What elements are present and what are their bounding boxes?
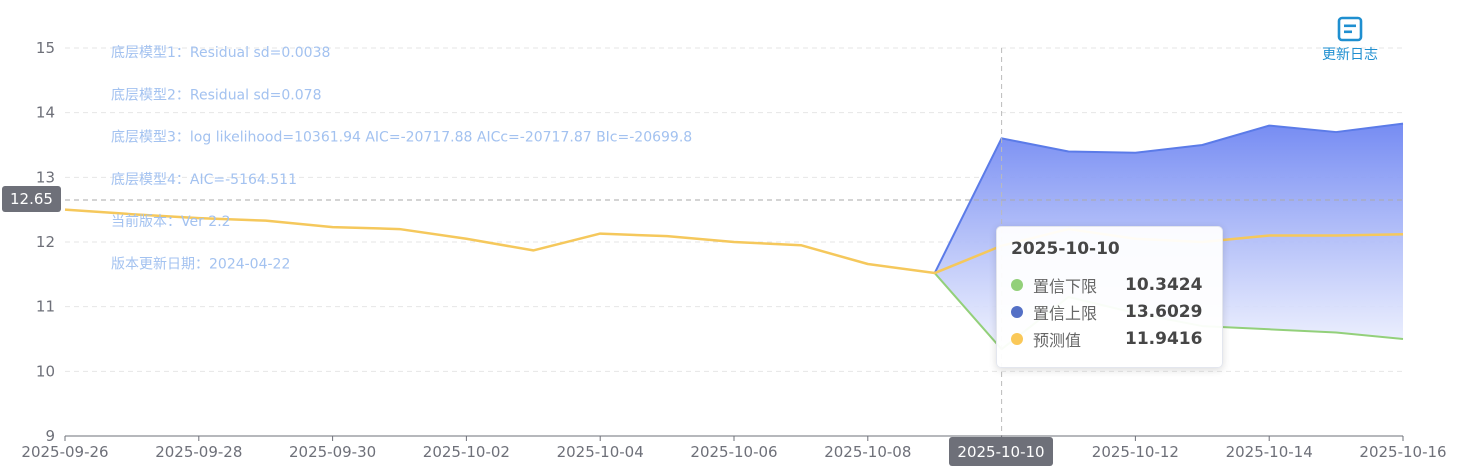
x-tick-label: 2025-10-06 <box>690 443 777 461</box>
x-tick-label: 2025-10-12 <box>1092 443 1179 461</box>
x-tick-label: 2025-10-16 <box>1359 443 1446 461</box>
x-tick-label: 2025-09-26 <box>21 443 108 461</box>
y-tick-label: 14 <box>36 104 55 122</box>
upper-bound-line <box>933 122 1404 274</box>
tooltip-title: 2025-10-10 <box>1011 239 1120 259</box>
lower-bound-dot <box>1011 278 1023 291</box>
tooltip-item-value: 13.6029 <box>1125 301 1203 322</box>
y-tick-label: 12 <box>36 233 55 251</box>
x-tick-label: 2025-10-02 <box>423 443 510 461</box>
tooltip-row-upper: 置信上限 13.6029 <box>1011 298 1208 325</box>
y-tick-label: 11 <box>36 298 55 316</box>
x-tick-label: 2025-09-28 <box>155 443 242 461</box>
y-tick-label: 10 <box>36 362 55 380</box>
y-tick-label: 9 <box>45 427 55 445</box>
changelog-button[interactable]: 更新日志 <box>1312 16 1388 64</box>
tooltip-item-name: 置信下限 <box>1033 276 1098 296</box>
tooltip-row-forecast: 预测值 11.9416 <box>1011 325 1208 352</box>
tooltip-item-name: 预测值 <box>1033 330 1082 350</box>
changelog-label: 更新日志 <box>1322 47 1378 63</box>
upper-bound-dot <box>1011 305 1023 318</box>
tooltip-item-value: 11.9416 <box>1125 328 1203 349</box>
x-tick-label: 2025-10-14 <box>1226 443 1313 461</box>
y-tick-label: 13 <box>36 168 55 186</box>
tooltip-row-lower: 置信下限 10.3424 <box>1011 271 1208 298</box>
tooltip-item-name: 置信上限 <box>1033 303 1098 323</box>
y-axis-pointer-label: 12.65 <box>2 186 61 212</box>
y-tick-label: 15 <box>36 39 55 57</box>
tooltip-item-value: 10.3424 <box>1125 274 1203 295</box>
x-tick-label: 2025-10-08 <box>824 443 911 461</box>
forecast-dot <box>1011 332 1023 345</box>
x-tick-label: 2025-10-04 <box>557 443 644 461</box>
chart-tooltip: 2025-10-10 置信下限 10.3424 置信上限 13.6029 预测值… <box>996 226 1223 368</box>
document-icon <box>1337 16 1363 42</box>
x-axis-pointer-label: 2025-10-10 <box>949 437 1053 466</box>
x-tick-label: 2025-09-30 <box>289 443 376 461</box>
